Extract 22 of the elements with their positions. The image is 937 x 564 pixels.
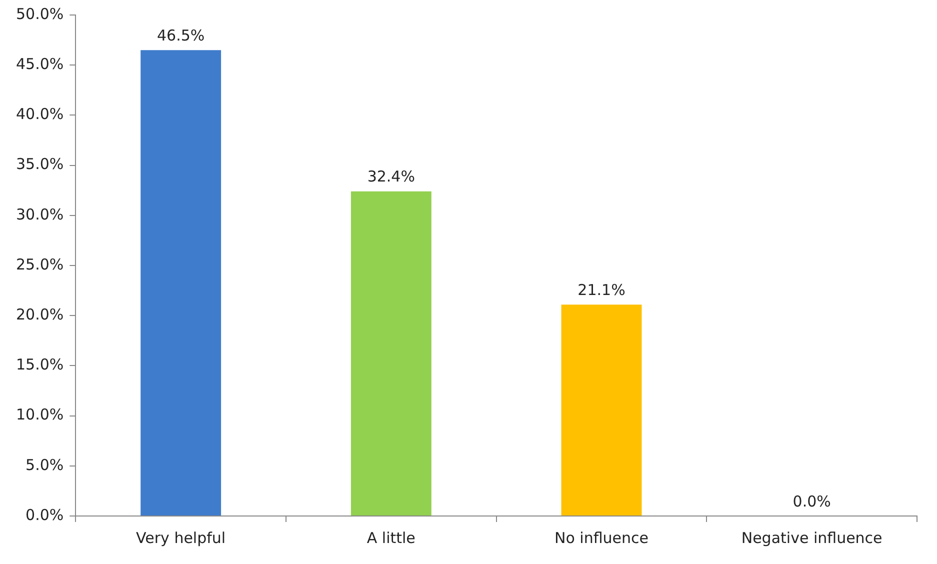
y-tick-label: 15.0%: [16, 356, 64, 374]
x-tick-label: Negative influence: [741, 528, 882, 547]
data-label: 32.4%: [367, 168, 415, 186]
y-tick-label: 35.0%: [16, 155, 64, 174]
bar: [350, 191, 432, 516]
bar: [140, 50, 222, 516]
x-tick-label: No influence: [554, 528, 648, 547]
y-tick-label: 30.0%: [16, 205, 64, 224]
y-tick-label: 20.0%: [16, 305, 64, 324]
y-tick-label: 0.0%: [26, 506, 64, 524]
data-label: 0.0%: [792, 492, 831, 510]
data-label: 21.1%: [578, 280, 626, 299]
y-tick-label: 5.0%: [26, 456, 64, 474]
y-tick-label: 25.0%: [16, 255, 64, 274]
data-label: 46.5%: [156, 26, 205, 44]
y-tick-label: 50.0%: [16, 4, 64, 23]
bar: [561, 304, 642, 516]
x-tick-label: A little: [366, 528, 416, 547]
y-tick-label: 45.0%: [16, 54, 64, 73]
y-tick-label: 40.0%: [16, 105, 64, 124]
y-tick-label: 10.0%: [16, 406, 64, 424]
x-tick-label: Very helpful: [136, 528, 226, 547]
